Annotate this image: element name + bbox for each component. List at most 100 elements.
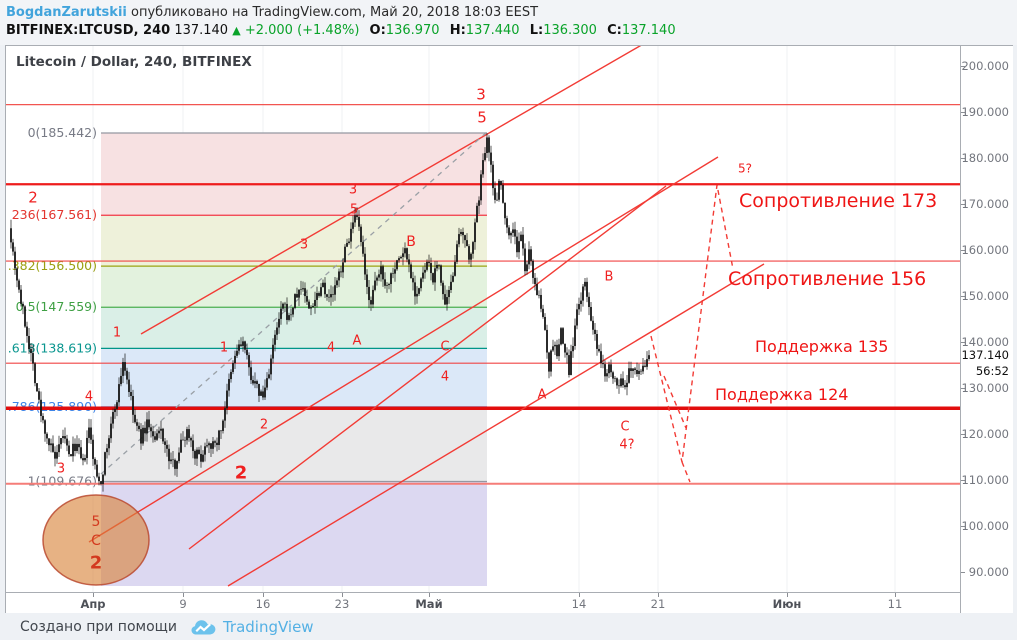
- wave-label: В: [605, 270, 614, 285]
- candle-body: [598, 348, 600, 352]
- price-axis[interactable]: 200.000 190.000 180.000 170.000 160.000 150.0…: [960, 46, 1013, 613]
- trend-line: [188, 185, 667, 550]
- candle-body: [618, 385, 620, 387]
- low-label: L:: [529, 23, 544, 38]
- candle-body: [208, 443, 210, 446]
- candle-body: [424, 269, 426, 273]
- candle-body: [12, 242, 14, 252]
- candle-body: [556, 344, 558, 357]
- candle-body: [610, 364, 612, 373]
- candle-body: [254, 381, 256, 384]
- candle-body: [226, 390, 228, 409]
- price-axis-label: 160.000: [961, 243, 1009, 257]
- candle-body: [412, 278, 414, 283]
- wave-label: 2: [260, 418, 268, 433]
- candle-body: [102, 474, 104, 484]
- candle-body: [628, 368, 630, 383]
- time-axis[interactable]: Апр 9 16 23 Май 14 21 Июн 11: [6, 592, 960, 613]
- fib-level-label: .618(138.619): [8, 340, 97, 355]
- candle-body: [584, 281, 586, 287]
- candle-body: [178, 452, 180, 462]
- candle-body: [570, 351, 572, 375]
- candle-body: [192, 440, 194, 451]
- candle-body: [302, 288, 304, 290]
- candle-body: [510, 232, 512, 236]
- price-axis-tick: [961, 434, 965, 435]
- wave-label: 1: [220, 341, 228, 356]
- annotation-text: Сопротивление 173: [739, 190, 937, 212]
- price-axis-tick: [961, 204, 965, 205]
- author-link[interactable]: BogdanZarutskii: [6, 5, 127, 20]
- candle-body: [430, 263, 432, 274]
- plot-area[interactable]: 0(185.442) 236(167.561) .382(156.500) 0.5(1…: [6, 46, 960, 592]
- candle-body: [578, 304, 580, 310]
- fib-level-label: .382(156.500): [8, 258, 97, 273]
- ellipse-annotation: [42, 494, 150, 586]
- candle-body: [348, 241, 350, 243]
- fib-zone: [101, 132, 487, 216]
- candle-body: [120, 375, 122, 385]
- candle-body: [128, 379, 130, 393]
- candle-body: [380, 266, 382, 275]
- fib-level-label: 1(109.676): [28, 474, 97, 489]
- price-axis-tick: [961, 480, 965, 481]
- candle-body: [222, 420, 224, 431]
- tradingview-link[interactable]: TradingView: [222, 617, 314, 636]
- candle-body: [24, 306, 26, 327]
- candle-body: [392, 273, 394, 274]
- last-price: 137.140: [174, 23, 229, 38]
- time-axis-label: 11: [887, 597, 903, 611]
- wave-label: C: [440, 340, 449, 355]
- candle-body: [464, 235, 466, 241]
- candle-body: [472, 242, 474, 254]
- candle-body: [328, 296, 330, 298]
- candle-body: [34, 363, 36, 384]
- candle-body: [360, 226, 362, 243]
- candle-body: [300, 289, 302, 290]
- candle-body: [38, 391, 40, 400]
- candle-body: [544, 316, 546, 330]
- candle-body: [634, 368, 636, 370]
- price-axis-tick: [961, 388, 965, 389]
- candle-body: [144, 427, 146, 434]
- wave-label: 4: [85, 390, 93, 405]
- candle-body: [154, 436, 156, 440]
- candle-body: [558, 344, 560, 357]
- candle-body: [196, 449, 198, 459]
- candle-body: [466, 240, 468, 247]
- candle-body: [140, 429, 142, 444]
- candle-body: [624, 385, 626, 388]
- candle-body: [358, 217, 360, 227]
- candle-body: [522, 234, 524, 249]
- candle-body: [318, 293, 320, 296]
- candle-body: [320, 287, 322, 296]
- candle-body: [200, 453, 202, 462]
- candle-body: [54, 451, 56, 459]
- candle-body: [286, 303, 288, 320]
- price-axis-label: 180.000: [961, 151, 1009, 165]
- candle-body: [174, 459, 176, 469]
- price-axis-tick: [961, 158, 965, 159]
- time-axis-label: 21: [650, 597, 666, 611]
- candle-body: [142, 427, 144, 444]
- candle-body: [244, 341, 246, 350]
- candle-body: [64, 436, 66, 439]
- candle-body: [198, 449, 200, 454]
- fib-zone: [101, 481, 487, 586]
- wave-label: 5: [477, 108, 487, 126]
- candle-body: [238, 344, 240, 351]
- candle-body: [588, 296, 590, 307]
- wave-label: 3: [57, 462, 65, 477]
- candle-body: [432, 273, 434, 283]
- fib-level-label: .786(125.890): [8, 399, 97, 414]
- candle-body: [592, 320, 594, 330]
- candle-body: [548, 352, 550, 372]
- candle-body: [496, 199, 498, 201]
- wave-label: 4: [441, 370, 449, 385]
- candle-body: [494, 188, 496, 200]
- candle-body: [434, 268, 436, 283]
- candle-body: [26, 326, 28, 336]
- open-value: 136.970: [385, 23, 440, 38]
- candle-body: [428, 261, 430, 264]
- candle-body: [130, 392, 132, 396]
